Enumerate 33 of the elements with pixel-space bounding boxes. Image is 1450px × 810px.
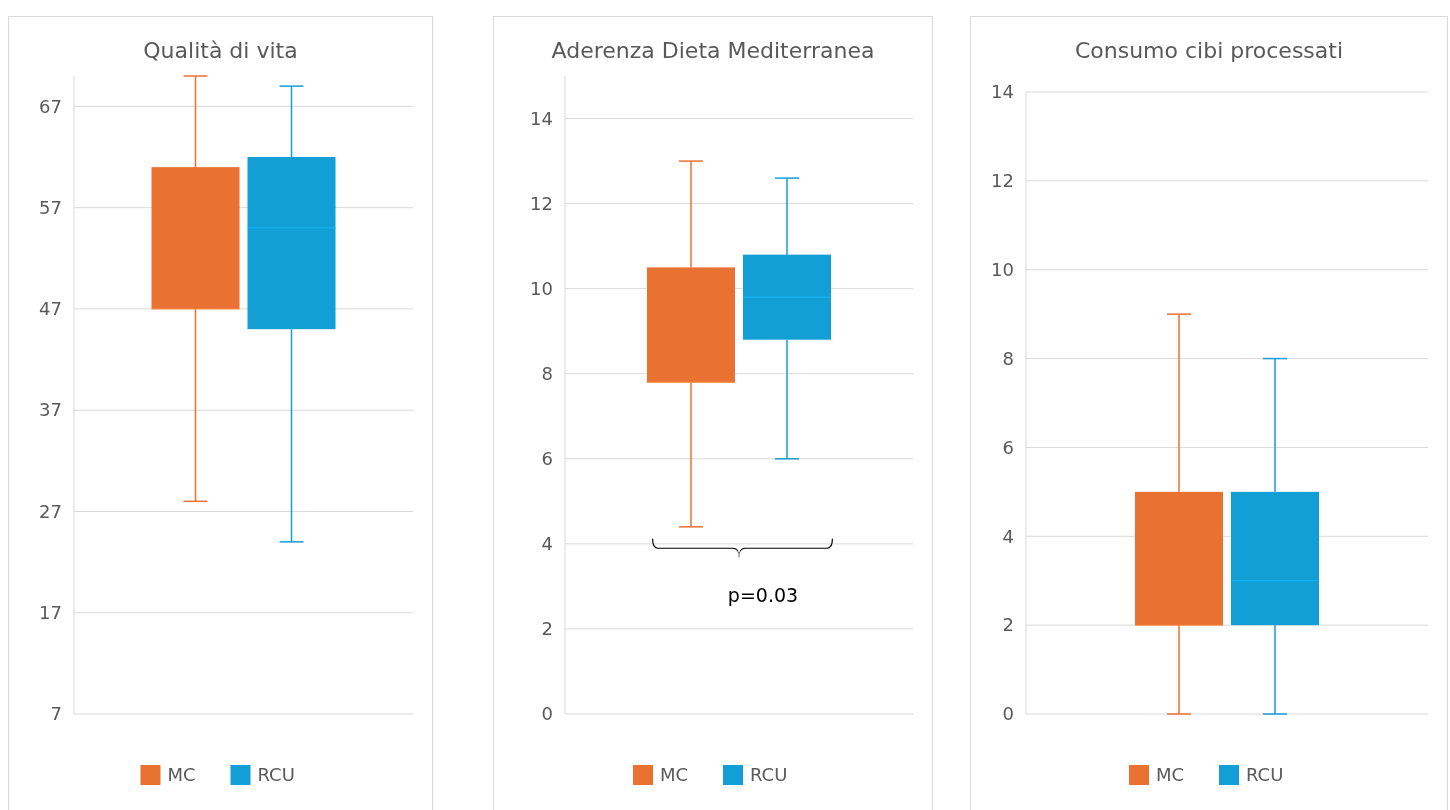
y-tick-label: 0 xyxy=(541,703,553,725)
chart-title: Aderenza Dieta Mediterranea xyxy=(551,38,875,63)
y-tick-label: 4 xyxy=(1002,525,1014,547)
y-tick-label: 27 xyxy=(39,500,62,522)
y-tick-label: 12 xyxy=(991,170,1014,192)
y-tick-label: 17 xyxy=(39,602,62,624)
chart-title: Qualità di vita xyxy=(143,38,298,63)
y-tick-label: 4 xyxy=(541,533,553,555)
y-tick-label: 2 xyxy=(1002,614,1014,636)
y-tick-label: 10 xyxy=(530,277,553,299)
legend-label: MC xyxy=(1156,764,1185,786)
legend-label: MC xyxy=(167,764,196,786)
y-tick-label: 67 xyxy=(39,95,62,117)
y-tick-label: 37 xyxy=(39,399,62,421)
legend-label: RCU xyxy=(750,764,788,786)
y-tick-label: 6 xyxy=(1002,436,1014,458)
legend-label: RCU xyxy=(257,764,295,786)
y-tick-label: 8 xyxy=(541,363,553,385)
y-tick-label: 14 xyxy=(530,107,553,129)
y-tick-label: 6 xyxy=(541,448,553,470)
y-tick-label: 7 xyxy=(50,703,62,725)
y-tick-label: 47 xyxy=(39,298,62,320)
y-tick-label: 14 xyxy=(991,81,1014,103)
annotation: p=0.03 xyxy=(727,583,799,606)
chart-title: Consumo cibi processati xyxy=(1074,38,1344,63)
y-tick-label: 0 xyxy=(1002,703,1014,725)
y-tick-label: 10 xyxy=(991,259,1014,281)
legend-label: MC xyxy=(660,764,689,786)
y-tick-label: 12 xyxy=(530,192,553,214)
legend-label: RCU xyxy=(1246,764,1284,786)
y-tick-label: 2 xyxy=(541,618,553,640)
y-tick-label: 57 xyxy=(39,196,62,218)
y-tick-label: 8 xyxy=(1002,347,1014,369)
